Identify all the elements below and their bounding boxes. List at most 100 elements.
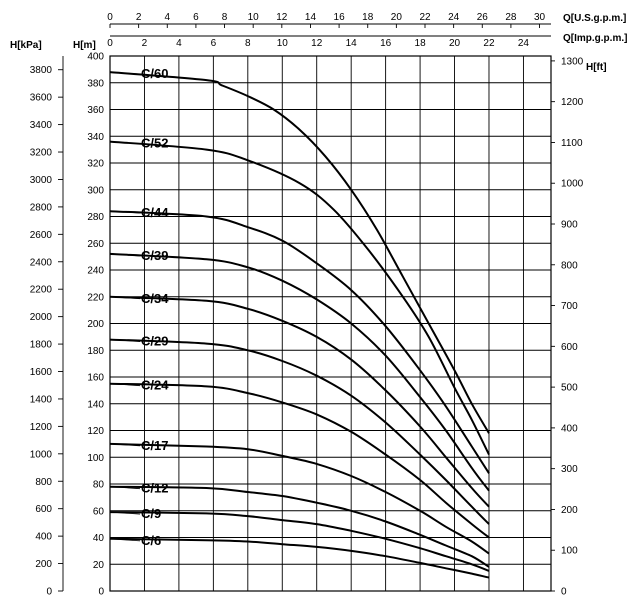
x-tick-label-impgpm: 20: [449, 38, 461, 49]
y-tick-label-ft: 200: [561, 505, 578, 516]
x-tick-label-usgpm: 26: [477, 12, 489, 23]
y-tick-label-ft: 1200: [561, 97, 584, 108]
y-tick-label-m: 0: [98, 587, 104, 598]
y-tick-label-m: 40: [93, 533, 105, 544]
x-tick-label-usgpm: 6: [193, 12, 199, 23]
x-tick-label-impgpm: 4: [176, 38, 182, 49]
leader-line: [109, 253, 141, 257]
y-tick-label-ft: 500: [561, 383, 578, 394]
y-tick-label-kpa: 0: [46, 587, 52, 598]
y-tick-label-m: 320: [87, 159, 104, 170]
y-tick-label-m: 280: [87, 212, 104, 223]
y-tick-label-kpa: 2000: [30, 312, 53, 323]
leader-line: [109, 443, 141, 447]
y-tick-label-kpa: 2200: [30, 285, 53, 296]
y-tick-label-kpa: 1000: [30, 449, 53, 460]
curve-c-29: [109, 338, 490, 525]
y-tick-label-kpa: 1400: [30, 394, 53, 405]
tick-labels: 0204060801001201401601802002202402602803…: [30, 12, 584, 598]
curve-labels: C/60 C/52 C/44 C/39 C/34 C/29 C/24 C/17 C/12 C/9 C…: [109, 66, 169, 548]
y-left-outer-axis-title: H[kPa]: [10, 40, 42, 51]
x-tick-label-impgpm: 24: [518, 38, 530, 49]
x-tick-label-usgpm: 2: [136, 12, 142, 23]
leader-line: [109, 383, 141, 387]
curve-label-c-6: C/6: [141, 533, 161, 548]
y-tick-label-ft: 800: [561, 260, 578, 271]
leader-line: [109, 141, 141, 144]
curve-label-c-60: C/60: [141, 66, 168, 81]
curve-label-c-39: C/39: [141, 248, 168, 263]
y-tick-label-m: 200: [87, 319, 104, 330]
y-tick-label-kpa: 2800: [30, 202, 53, 213]
x-tick-label-impgpm: 22: [483, 38, 495, 49]
curve-c-6: [109, 537, 490, 579]
x-tick-label-usgpm: 14: [305, 12, 317, 23]
y-right-axis-title: H[ft]: [586, 62, 607, 73]
y-tick-label-ft: 700: [561, 301, 578, 312]
y-tick-label-kpa: 3800: [30, 65, 53, 76]
leader-line: [109, 511, 141, 515]
x-tick-label-usgpm: 8: [222, 12, 228, 23]
y-tick-label-m: 240: [87, 266, 104, 277]
grid: [58, 23, 555, 592]
curve-c-52: [109, 140, 490, 456]
y-tick-label-ft: 900: [561, 220, 578, 231]
x-top-impgpm-axis-title: Q[Imp.g.p.m.]: [563, 33, 627, 44]
x-tick-label-impgpm: 10: [277, 38, 289, 49]
curve-c-9: [109, 511, 490, 572]
curve-c-17: [109, 442, 490, 555]
curve-label-c-24: C/24: [141, 378, 169, 393]
curve-label-c-52: C/52: [141, 136, 168, 151]
y-tick-label-m: 120: [87, 426, 104, 437]
leader-line: [109, 486, 141, 490]
y-tick-label-kpa: 1200: [30, 422, 53, 433]
y-tick-label-ft: 1100: [561, 138, 583, 149]
y-tick-label-m: 180: [87, 346, 104, 357]
y-tick-label-kpa: 400: [35, 532, 52, 543]
leader-line: [109, 296, 141, 300]
y-tick-label-kpa: 1800: [30, 340, 53, 351]
curve-label-c-9: C/9: [141, 506, 161, 521]
leader-line: [109, 71, 141, 75]
y-tick-label-kpa: 200: [35, 559, 52, 570]
y-tick-label-m: 20: [93, 560, 105, 571]
y-tick-label-ft: 100: [561, 546, 578, 557]
x-tick-label-impgpm: 16: [380, 38, 392, 49]
y-tick-label-ft: 300: [561, 464, 578, 475]
x-tick-label-impgpm: 0: [107, 38, 113, 49]
y-tick-label-kpa: 1600: [30, 367, 53, 378]
x-top-usgpm-axis-title: Q[U.S.g.p.m.]: [563, 13, 626, 24]
curve-c-34: [109, 295, 490, 508]
y-tick-label-kpa: 2400: [30, 257, 53, 268]
y-tick-label-kpa: 600: [35, 504, 52, 515]
y-tick-label-kpa: 800: [35, 477, 52, 488]
y-left-inner-axis-title: H[m]: [73, 40, 96, 51]
leader-line: [109, 538, 141, 542]
curve-c-39: [109, 252, 490, 492]
y-tick-label-ft: 0: [561, 587, 567, 598]
x-tick-label-usgpm: 0: [107, 12, 113, 23]
x-tick-label-impgpm: 2: [142, 38, 148, 49]
y-tick-label-m: 300: [87, 185, 104, 196]
y-tick-label-m: 160: [87, 373, 104, 384]
curve-label-c-34: C/34: [141, 291, 169, 306]
x-tick-label-usgpm: 10: [248, 12, 260, 23]
x-tick-label-usgpm: 18: [362, 12, 374, 23]
curve-label-c-29: C/29: [141, 334, 168, 349]
y-tick-label-m: 80: [93, 480, 105, 491]
curve-label-c-12: C/12: [141, 481, 168, 496]
x-tick-label-impgpm: 8: [245, 38, 251, 49]
x-tick-label-usgpm: 30: [534, 12, 546, 23]
x-tick-label-impgpm: 12: [311, 38, 323, 49]
x-tick-label-usgpm: 28: [505, 12, 517, 23]
x-tick-label-usgpm: 4: [164, 12, 170, 23]
y-tick-label-m: 60: [93, 506, 105, 517]
leader-line: [109, 210, 141, 214]
y-tick-label-m: 100: [87, 453, 104, 464]
y-tick-label-ft: 600: [561, 342, 578, 353]
curve-label-c-44: C/44: [141, 205, 169, 220]
x-tick-label-usgpm: 16: [334, 12, 346, 23]
y-tick-label-kpa: 3400: [30, 120, 53, 131]
x-tick-label-impgpm: 18: [415, 38, 427, 49]
